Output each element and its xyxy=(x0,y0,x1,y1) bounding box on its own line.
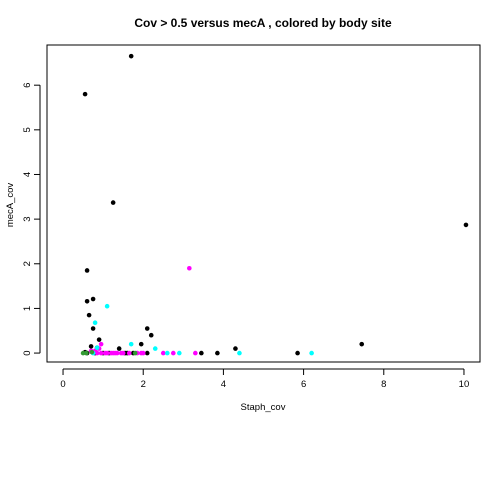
plot-frame xyxy=(46,44,481,363)
data-point xyxy=(110,200,116,205)
y-tick-label: 4 xyxy=(22,172,33,177)
data-point xyxy=(84,298,90,304)
x-axis-label: Staph_cov xyxy=(241,402,286,413)
y-axis-label: mecA_cov xyxy=(5,183,16,228)
data-points xyxy=(80,53,469,356)
data-point xyxy=(148,332,154,338)
data-point xyxy=(114,350,120,356)
x-axis: 0 2 4 6 8 10 xyxy=(60,368,470,390)
data-point xyxy=(295,350,300,356)
data-point xyxy=(89,349,95,355)
x-tick-label: 8 xyxy=(381,379,386,390)
x-tick-label: 0 xyxy=(60,379,65,390)
data-point xyxy=(199,350,204,356)
y-tick-label: 1 xyxy=(22,306,33,311)
data-point xyxy=(90,326,96,331)
y-tick-label: 2 xyxy=(22,261,33,266)
data-point xyxy=(94,350,100,356)
data-point xyxy=(152,346,158,351)
data-point xyxy=(92,320,98,326)
y-axis: 0 1 2 3 4 5 6 xyxy=(22,83,41,356)
data-point xyxy=(128,341,134,347)
y-tick-label: 0 xyxy=(22,350,33,355)
x-tick-label: 6 xyxy=(301,379,306,390)
data-point xyxy=(138,341,144,347)
data-point xyxy=(215,350,220,356)
data-point xyxy=(86,312,92,318)
data-point xyxy=(98,350,104,356)
data-point xyxy=(144,326,150,331)
x-tick-label: 10 xyxy=(459,379,470,390)
data-point xyxy=(233,346,238,351)
data-point xyxy=(110,350,116,356)
data-point xyxy=(98,341,104,347)
y-tick-label: 3 xyxy=(22,216,33,221)
y-tick-label: 5 xyxy=(22,127,33,132)
data-point xyxy=(83,350,89,356)
data-point xyxy=(84,268,90,273)
data-point xyxy=(187,265,192,271)
data-point xyxy=(132,350,138,356)
data-point xyxy=(80,350,86,356)
y-tick-label: 6 xyxy=(22,83,33,88)
data-point xyxy=(170,350,176,356)
data-point xyxy=(96,337,102,342)
x-tick-label: 4 xyxy=(221,379,226,390)
data-point xyxy=(120,350,126,356)
data-point xyxy=(164,350,170,356)
data-point xyxy=(140,350,146,356)
data-point xyxy=(126,350,132,356)
data-point xyxy=(309,350,314,356)
data-point xyxy=(128,53,134,59)
data-point xyxy=(193,350,198,356)
data-point xyxy=(463,222,469,228)
data-point xyxy=(82,91,88,97)
data-point xyxy=(160,350,166,356)
data-point xyxy=(237,350,242,356)
chart-title: Cov > 0.5 versus mecA , colored by body … xyxy=(134,16,392,30)
data-point xyxy=(90,296,96,302)
data-point xyxy=(104,350,110,356)
data-point xyxy=(88,344,94,349)
data-point xyxy=(359,341,365,347)
data-point xyxy=(144,350,150,356)
data-point xyxy=(177,350,182,356)
data-point xyxy=(104,303,110,309)
data-point xyxy=(116,346,122,351)
data-point xyxy=(94,345,100,351)
x-tick-label: 2 xyxy=(141,379,146,390)
